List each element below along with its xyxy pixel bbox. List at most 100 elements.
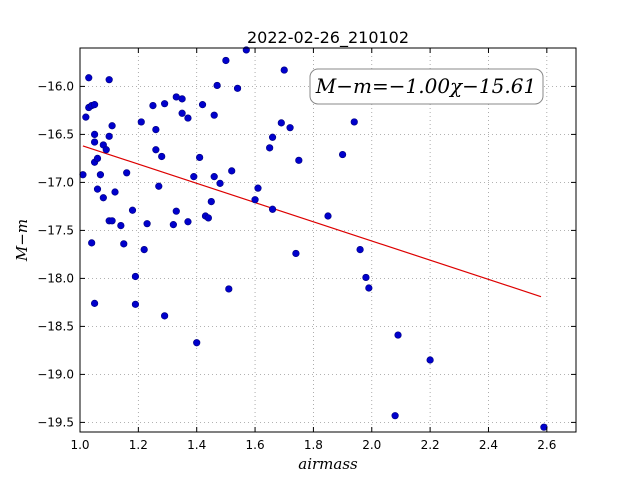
y-tick-label: −19.0 [37,367,74,381]
y-axis-label: M−m [13,219,31,262]
x-tick-label: 1.6 [246,438,265,452]
data-point [93,154,102,162]
chart-title: 2022-02-26_210102 [247,28,409,48]
y-tick-label: −16.0 [37,79,74,93]
x-tick-label: 2.4 [479,438,498,452]
data-point [131,272,140,281]
y-tick-label: −19.5 [37,415,74,429]
data-point [356,246,364,254]
data-point [79,171,87,179]
data-point [338,150,347,159]
data-point [161,312,169,320]
data-point [391,412,399,420]
data-point [99,194,107,202]
data-point [210,173,218,181]
x-tick-label: 2.0 [362,438,381,452]
data-point [108,217,116,225]
data-point [128,206,137,214]
y-axis: −16.0 −16.5 −17.0 −17.5 −18.0 −18.5 −19.0 −19.5 [37,79,576,429]
y-tick-label: −18.0 [37,271,74,285]
data-point [394,331,402,339]
data-point [228,167,236,175]
x-tick-label: 1.0 [70,438,89,452]
data-point [90,299,99,307]
fit-line-group [82,145,542,298]
data-point [152,126,160,134]
data-point [105,132,113,140]
x-tick-label: 2.6 [537,438,556,452]
data-point [158,152,166,161]
data-point [207,198,215,206]
data-point [117,222,125,230]
x-tick-label: 1.2 [129,438,148,452]
data-point [350,118,358,126]
data-point [93,185,102,193]
data-point [184,114,192,122]
data-point [196,153,204,162]
data-point [225,285,233,293]
data-point [254,184,262,192]
data-point [96,171,105,179]
data-point [90,130,99,138]
data-point [426,356,434,364]
data-point [216,179,224,187]
data-point [268,133,277,141]
data-point [280,66,288,74]
data-points [79,46,548,431]
data-point [140,246,148,254]
data-point [324,212,332,220]
data-point [362,273,370,282]
x-tick-label: 1.4 [187,438,206,452]
data-point [90,138,99,146]
y-tick-label: −18.5 [37,319,74,333]
data-point [131,300,140,308]
data-point [88,239,96,247]
fit-equation-box: M−m=−1.00χ−15.61 [309,68,544,105]
data-point [210,111,218,119]
data-point [277,119,285,127]
data-point [152,146,160,154]
data-point [292,249,300,258]
data-point [198,101,207,109]
y-tick-label: −17.5 [37,223,74,237]
data-point [85,74,93,82]
plot-frame [79,47,577,433]
data-point [193,339,201,347]
data-point [161,100,169,108]
data-point [90,101,99,109]
fit-line [82,145,542,298]
data-point [213,81,221,90]
data-point [169,221,177,229]
x-axis: 1.0 1.2 1.4 1.6 1.8 2.0 2.2 2.4 2.6 [70,48,556,452]
y-tick-label: −16.5 [37,127,74,141]
data-point [123,169,131,177]
data-point [190,173,198,181]
data-point [111,188,119,196]
data-point [149,101,157,110]
data-point [178,95,186,103]
data-point [105,76,113,84]
data-point [108,122,116,130]
data-point [143,220,151,228]
data-point [266,144,274,152]
data-point [295,156,303,164]
data-point [137,118,145,126]
data-point [120,240,128,248]
data-point [204,214,212,222]
x-tick-label: 1.8 [304,438,323,452]
data-point [251,196,259,204]
data-point [172,207,180,215]
data-point [178,109,186,117]
x-axis-label: airmass [298,455,358,473]
data-point [540,423,548,431]
data-point [365,284,373,292]
data-point [233,84,242,92]
data-point [82,113,90,121]
data-point [268,205,277,213]
data-point [184,218,192,226]
data-point [286,124,294,132]
x-tick-label: 2.2 [421,438,440,452]
data-point [222,56,230,65]
y-tick-label: −17.0 [37,175,74,189]
